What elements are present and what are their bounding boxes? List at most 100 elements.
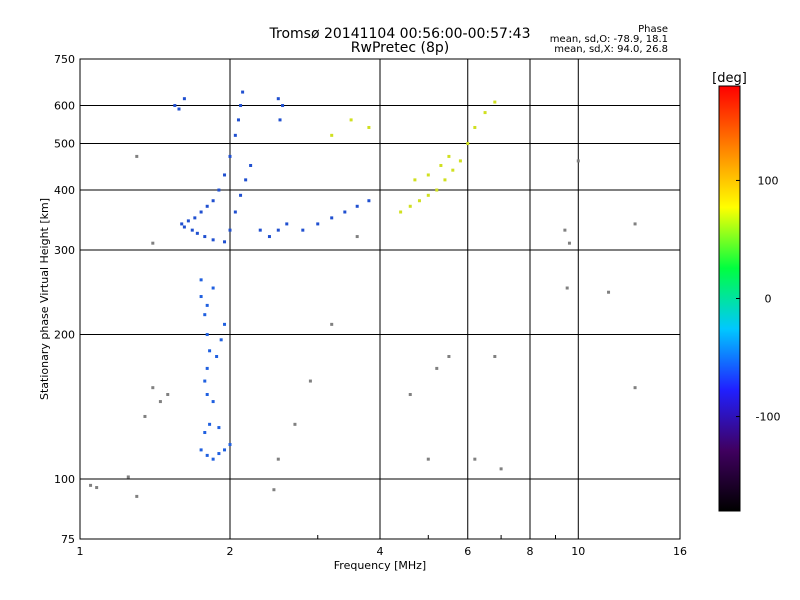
x-tick-label: 8 xyxy=(527,545,534,558)
y-tick-label: 600 xyxy=(54,100,75,113)
data-point xyxy=(285,222,289,226)
data-point xyxy=(151,241,155,245)
data-point xyxy=(211,457,215,461)
data-point xyxy=(367,199,371,203)
colorbar-tick-label: 100 xyxy=(758,174,779,187)
data-point xyxy=(435,188,439,192)
data-point xyxy=(447,354,451,358)
data-point xyxy=(158,400,162,404)
data-point xyxy=(205,333,209,337)
data-point xyxy=(205,366,209,370)
y-tick-label: 200 xyxy=(54,329,75,342)
data-point xyxy=(241,90,245,94)
data-point xyxy=(143,414,147,418)
data-point xyxy=(426,173,430,177)
data-point xyxy=(493,354,497,358)
data-point xyxy=(223,448,227,452)
y-tick-label: 300 xyxy=(54,244,75,257)
data-point xyxy=(483,111,487,115)
data-point xyxy=(408,204,412,208)
data-point xyxy=(173,104,177,108)
data-point xyxy=(135,154,139,158)
data-point xyxy=(223,322,227,326)
data-point xyxy=(205,453,209,457)
data-point xyxy=(217,188,221,192)
y-tick-label: 750 xyxy=(54,53,75,66)
data-point xyxy=(236,118,240,122)
y-tick-label: 400 xyxy=(54,184,75,197)
data-point xyxy=(417,199,421,203)
data-point xyxy=(451,168,455,172)
data-point xyxy=(349,118,353,122)
data-point xyxy=(199,295,203,299)
data-point xyxy=(633,386,637,390)
data-point xyxy=(211,238,215,242)
data-point xyxy=(199,210,203,214)
data-point xyxy=(473,125,477,129)
y-tick-label: 100 xyxy=(54,473,75,486)
data-point xyxy=(203,313,207,317)
data-point xyxy=(190,228,194,232)
phase-stats-o: mean, sd,O: -78.9, 18.1 xyxy=(549,34,668,45)
data-point xyxy=(95,486,99,490)
data-point xyxy=(205,303,209,307)
data-point xyxy=(408,393,412,397)
data-point xyxy=(439,163,443,167)
data-point xyxy=(228,154,232,158)
data-point xyxy=(193,216,197,220)
data-point xyxy=(367,125,371,129)
y-tick-label: 500 xyxy=(54,138,75,151)
data-point xyxy=(633,222,637,226)
data-point xyxy=(199,448,203,452)
data-point xyxy=(249,163,253,167)
data-point xyxy=(355,204,359,208)
data-point xyxy=(211,286,215,290)
data-point xyxy=(244,178,248,182)
data-point xyxy=(281,104,285,108)
data-point xyxy=(426,193,430,197)
data-point xyxy=(180,222,184,226)
data-point xyxy=(458,159,462,163)
data-point xyxy=(567,241,571,245)
data-point xyxy=(607,290,611,294)
data-point xyxy=(276,97,280,101)
phase-stats-title: Phase xyxy=(638,24,668,35)
data-point xyxy=(205,204,209,208)
chart-title: Tromsø 20141104 00:56:00-00:57:43 xyxy=(269,26,531,42)
data-point xyxy=(217,426,221,430)
data-point xyxy=(276,457,280,461)
data-point xyxy=(205,393,209,397)
data-point xyxy=(233,133,237,137)
data-point xyxy=(272,488,276,492)
data-point xyxy=(499,467,503,471)
data-point xyxy=(223,240,227,244)
data-point xyxy=(330,216,334,220)
data-point xyxy=(426,457,430,461)
x-tick-label: 16 xyxy=(673,545,687,558)
data-point xyxy=(203,235,207,239)
data-point xyxy=(473,457,477,461)
data-point xyxy=(435,366,439,370)
data-point xyxy=(186,219,190,223)
phase-stats-x: mean, sd,X: 94.0, 26.8 xyxy=(554,44,668,55)
data-point xyxy=(211,400,215,404)
data-point xyxy=(228,228,232,232)
data-point xyxy=(443,178,447,182)
data-point xyxy=(208,422,212,426)
data-point xyxy=(195,231,199,235)
x-tick-label: 2 xyxy=(227,545,234,558)
data-point xyxy=(493,100,497,104)
data-point xyxy=(413,178,417,182)
x-tick-label: 1 xyxy=(77,545,84,558)
data-point xyxy=(208,349,212,353)
data-point xyxy=(177,107,181,111)
data-point xyxy=(355,235,359,239)
data-point xyxy=(330,133,334,137)
data-point xyxy=(211,199,215,203)
y-axis-label: Stationary phase Virtual Height [km] xyxy=(38,198,51,400)
y-tick-label: 75 xyxy=(61,533,75,546)
x-tick-label: 6 xyxy=(464,545,471,558)
data-point xyxy=(343,210,347,214)
data-point xyxy=(276,228,280,232)
data-point xyxy=(166,393,170,397)
